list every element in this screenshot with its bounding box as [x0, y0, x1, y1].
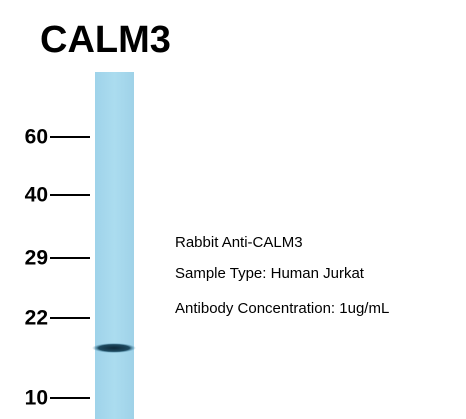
annotation: Rabbit Anti-CALM3 [175, 234, 303, 251]
title: CALM3 [40, 19, 171, 61]
marker-label: 22 [25, 307, 48, 330]
marker-label: 60 [25, 126, 48, 149]
blot-figure: CALM3 60 40 29 22 10 Rabbit Anti-CALM3 S… [0, 0, 466, 419]
marker-label: 10 [25, 387, 48, 410]
gel-lane [95, 72, 134, 419]
protein-band [92, 343, 136, 353]
marker-label: 40 [25, 184, 48, 207]
annotation: Antibody Concentration: 1ug/mL [175, 300, 389, 317]
marker-label: 29 [25, 247, 48, 270]
annotation: Sample Type: Human Jurkat [175, 265, 365, 282]
marker-ladder: 60 40 29 22 10 [25, 126, 90, 410]
